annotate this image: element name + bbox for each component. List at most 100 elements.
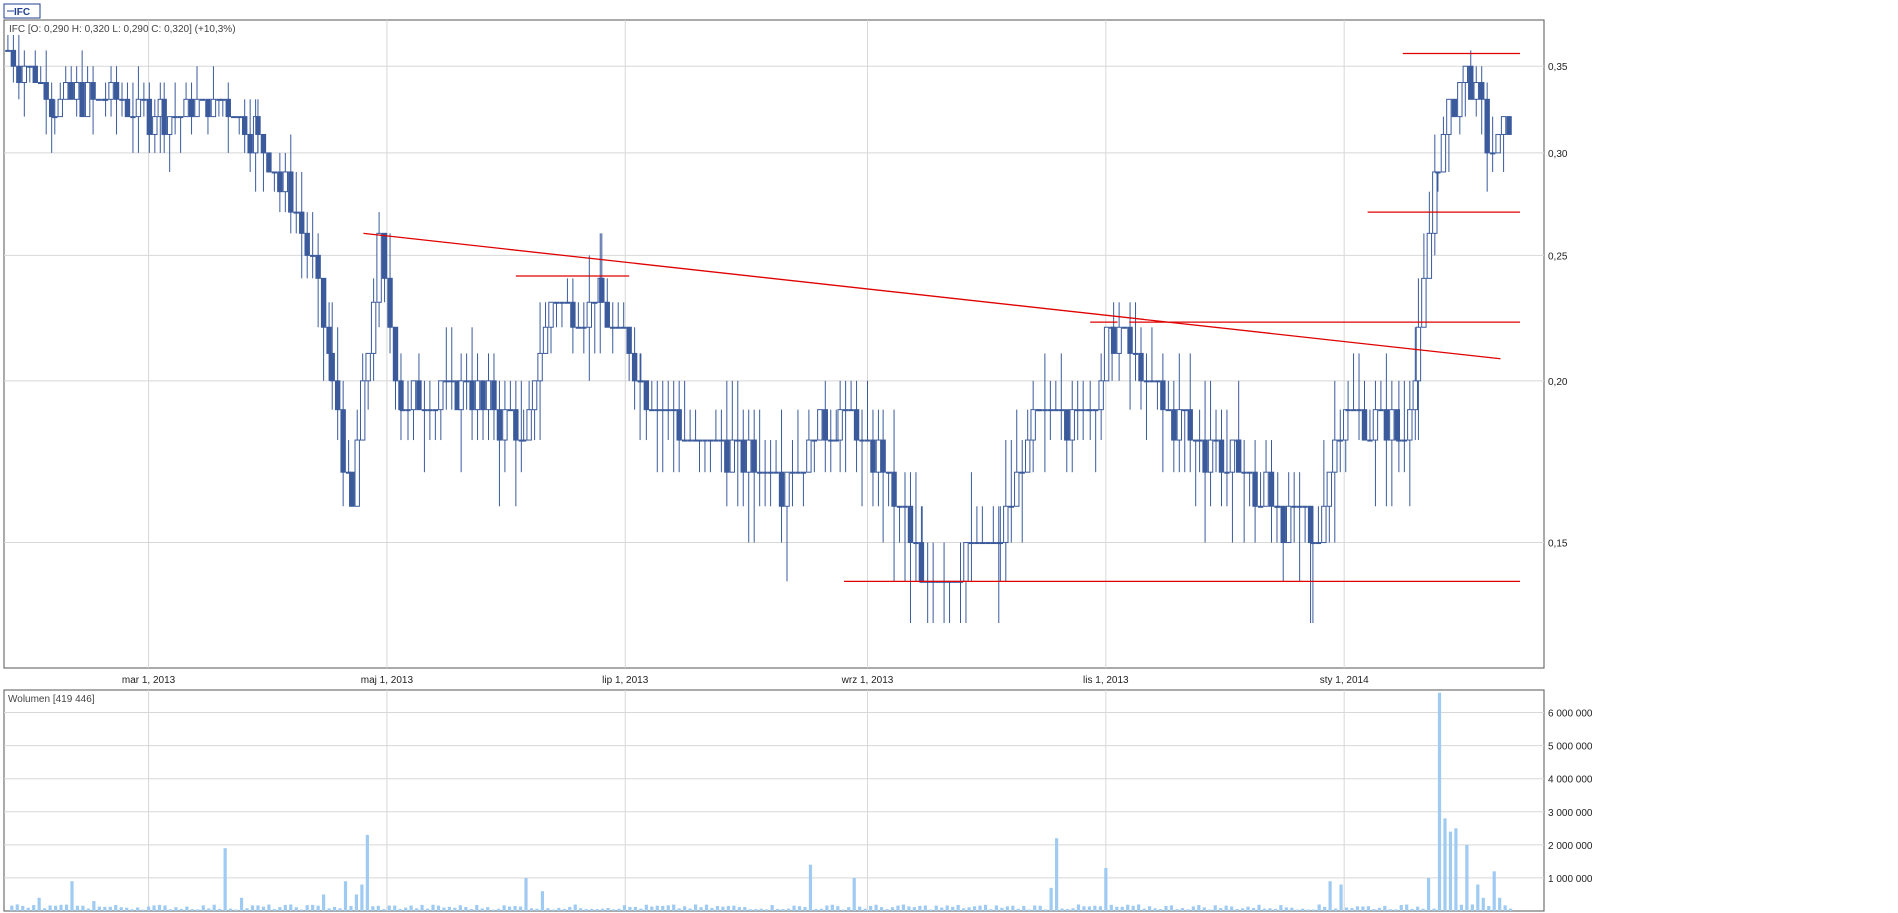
x-tick-label: lip 1, 2013 — [602, 675, 649, 686]
candle-body — [1019, 471, 1025, 474]
volume-bar — [879, 907, 884, 911]
candle-body — [913, 542, 919, 545]
candle-body — [784, 471, 790, 507]
candle-body — [68, 82, 74, 100]
candle-body — [687, 439, 693, 442]
volume-bar — [535, 908, 539, 911]
candle-body — [638, 380, 644, 383]
volume-bar — [1481, 897, 1485, 911]
volume-bar — [1191, 906, 1195, 911]
candle-body — [1110, 326, 1117, 354]
volume-bar — [748, 909, 752, 911]
volume-bar — [1355, 906, 1360, 911]
candle-body — [1302, 505, 1308, 508]
candle-body — [604, 301, 610, 328]
candle-body — [416, 380, 422, 411]
volume-bar — [267, 904, 271, 911]
volume-bar — [814, 908, 818, 911]
candle-body — [210, 98, 217, 118]
volume-bar — [1109, 904, 1113, 911]
volume-bar — [349, 905, 353, 911]
candle-body — [1092, 409, 1099, 412]
volume-bar — [163, 905, 167, 911]
candle-body — [620, 326, 627, 329]
volume-bar — [1459, 904, 1463, 911]
candle-body — [27, 65, 33, 68]
volume-bar — [327, 908, 331, 911]
candle-body — [1280, 505, 1286, 544]
candle-body — [833, 439, 839, 442]
volume-bar — [1317, 904, 1321, 911]
volume-bar — [644, 904, 648, 911]
candle-body — [575, 326, 582, 329]
volume-bar — [480, 908, 484, 911]
volume-bar — [382, 909, 386, 911]
trendlines — [363, 52, 1520, 582]
volume-bar — [185, 906, 189, 911]
volume-bar — [1503, 905, 1507, 911]
volume-bar — [1399, 905, 1403, 911]
volume-bar — [1344, 907, 1349, 911]
candle-body — [1421, 277, 1427, 328]
volume-bar — [1426, 877, 1431, 911]
candle-body — [542, 326, 549, 354]
volume-bar — [825, 905, 829, 911]
candle-body — [1008, 505, 1014, 508]
volume-bar — [584, 909, 588, 911]
volume-bar — [1071, 908, 1075, 911]
candle-body — [266, 152, 272, 173]
candle-body — [260, 133, 267, 154]
legend[interactable]: IFC — [3, 3, 41, 19]
volume-bar — [1186, 909, 1190, 911]
volume-bar — [672, 904, 676, 911]
volume-bar — [699, 907, 703, 911]
volume-bar — [1142, 908, 1146, 911]
volume-bar — [21, 905, 25, 911]
candle-body — [1310, 542, 1316, 545]
volume-bar — [579, 908, 583, 911]
volume-bar — [125, 907, 129, 911]
volume-bar — [847, 907, 851, 911]
candle-body — [95, 98, 102, 101]
volume-bar — [633, 906, 638, 911]
candle-body — [1121, 326, 1128, 329]
volume-bar — [852, 877, 856, 911]
volume-bar — [1126, 904, 1130, 911]
candle-body — [1257, 505, 1264, 508]
volume-bar — [901, 904, 906, 911]
candle-body — [480, 380, 486, 411]
volume-bar — [1213, 905, 1217, 911]
candle-body — [762, 471, 768, 474]
candle-body — [398, 380, 404, 411]
volume-bar — [661, 905, 665, 911]
volume-bar — [32, 905, 36, 911]
candle-body — [130, 116, 136, 119]
candle-body — [194, 98, 200, 118]
volume-bar — [207, 908, 211, 911]
candle-body — [304, 232, 310, 256]
price-info-text: IFC [O: 0,290 H: 0,320 L: 0,290 C: 0,320… — [9, 24, 236, 35]
volume-bar — [289, 904, 293, 911]
candle-body — [496, 409, 503, 441]
volume-bar — [1262, 908, 1267, 911]
volume-bar — [53, 905, 58, 911]
candle-body — [1389, 409, 1395, 441]
candle-body — [1435, 171, 1441, 174]
volume-bar — [300, 909, 304, 911]
volume-bar — [92, 901, 96, 911]
candle-body — [564, 301, 571, 304]
candle-body — [1042, 409, 1048, 412]
candle-body — [990, 542, 997, 545]
volume-bar — [529, 908, 534, 911]
legend-label: IFC — [14, 7, 30, 18]
candle-body — [108, 82, 114, 100]
volume-bar — [573, 904, 577, 911]
candle-body — [729, 439, 736, 473]
candle-body — [1495, 133, 1501, 154]
candle-body — [172, 116, 178, 119]
volume-bar — [1087, 906, 1092, 911]
volume-bar — [962, 908, 966, 911]
volume-bar — [797, 906, 802, 911]
candle-body — [376, 232, 382, 303]
volume-bar — [869, 905, 873, 911]
